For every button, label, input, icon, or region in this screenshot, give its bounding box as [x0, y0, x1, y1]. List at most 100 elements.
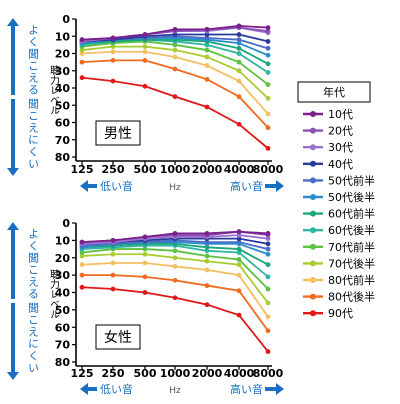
data-point-80代前半 — [236, 78, 242, 84]
x-axis-unit: Hz — [169, 386, 181, 396]
series-line-80代後半 — [82, 274, 269, 332]
x-tick-label: 1000 — [160, 163, 191, 176]
y-tick-label: 50 — [55, 99, 71, 112]
data-point-60代前半 — [265, 61, 271, 67]
data-point-70代前半 — [236, 59, 242, 65]
data-point-90代 — [110, 286, 116, 292]
x-arrow-right-label: 高い音 — [230, 179, 263, 193]
data-point-80代後半 — [265, 125, 271, 131]
panel-title: 女性 — [104, 329, 132, 346]
data-point-80代後半 — [142, 58, 148, 63]
data-point-10代 — [236, 23, 242, 29]
y-tick-label: 30 — [55, 269, 71, 282]
data-point-90代 — [142, 290, 148, 295]
data-point-60代後半 — [265, 274, 271, 280]
legend-swatch-dot — [310, 210, 316, 217]
y-tick-label: 50 — [55, 304, 71, 317]
data-point-80代後半 — [204, 283, 210, 288]
x-axis-unit: Hz — [169, 183, 181, 193]
left-arrow-icon — [80, 180, 88, 192]
data-point-10代 — [172, 231, 178, 236]
data-point-60代前半 — [236, 246, 242, 252]
data-point-10代 — [204, 231, 210, 236]
data-point-90代 — [236, 312, 242, 318]
data-point-10代 — [142, 32, 148, 37]
data-point-70代前半 — [265, 82, 271, 87]
data-point-90代 — [172, 295, 178, 301]
data-point-70代後半 — [110, 44, 116, 49]
legend-swatch-dot — [310, 111, 316, 117]
legend-swatch-dot — [310, 177, 316, 184]
data-point-50代後半 — [265, 52, 271, 58]
x-tick-label: 4000 — [224, 163, 255, 176]
data-point-10代 — [265, 25, 271, 31]
data-point-70代前半 — [236, 257, 242, 262]
data-point-70代前半 — [265, 286, 271, 292]
legend-swatch-dot — [310, 260, 316, 267]
data-point-50代前半 — [236, 239, 242, 245]
data-point-90代 — [110, 78, 116, 84]
y-tick-label: 40 — [55, 287, 71, 300]
x-arrow-right-label: 高い音 — [230, 382, 263, 396]
x-tick-label: 2000 — [192, 367, 223, 380]
legend-swatch-dot — [310, 243, 316, 250]
y-tick-label: 60 — [55, 321, 71, 334]
data-point-80代後半 — [110, 272, 116, 278]
y-tick-label: 30 — [55, 65, 71, 78]
data-point-80代後半 — [172, 277, 178, 283]
data-point-10代 — [79, 239, 85, 245]
legend-swatch-dot — [310, 194, 316, 200]
data-point-60代前半 — [265, 262, 271, 268]
data-point-70代後半 — [142, 251, 148, 257]
data-point-50代前半 — [236, 37, 242, 43]
side-arrow-up-icon — [7, 18, 19, 26]
right-arrow-icon — [276, 383, 284, 395]
data-point-90代 — [265, 145, 271, 151]
data-point-40代 — [172, 32, 178, 37]
legend-swatch-dot — [310, 144, 316, 151]
data-point-70代前半 — [204, 47, 210, 53]
legend-swatch-dot — [310, 277, 316, 283]
data-point-60代後半 — [204, 42, 210, 48]
data-point-50代後半 — [236, 40, 242, 46]
data-point-90代 — [204, 104, 210, 110]
x-tick-label: 250 — [102, 367, 125, 380]
data-point-80代後半 — [265, 328, 271, 334]
legend-item-label: 30代 — [328, 141, 353, 154]
data-point-70代後半 — [110, 251, 116, 257]
data-point-80代前半 — [79, 262, 85, 268]
legend-swatch-dot — [310, 310, 316, 317]
data-point-70代前半 — [172, 248, 178, 254]
legend: 年代 10代 20代 30代 40代 50代前半 50代後半 60代前半 60代後半 70代前半 7… — [297, 81, 375, 320]
data-point-40代 — [236, 32, 242, 37]
data-point-40代 — [265, 39, 271, 44]
data-point-80代前半 — [265, 314, 271, 320]
side-label-bottom: 聞こえにくい — [27, 98, 40, 170]
panel-title-box — [95, 324, 141, 350]
y-tick-label: 80 — [55, 151, 71, 164]
data-point-20代 — [265, 28, 271, 34]
data-point-80代前半 — [204, 63, 210, 68]
legend-item-label: 70代前半 — [328, 240, 375, 254]
x-arrow-left-label: 低い音 — [100, 382, 133, 396]
y-tick-label: 10 — [55, 234, 71, 247]
data-point-30代 — [265, 236, 271, 242]
data-point-10代 — [236, 229, 242, 235]
data-point-70代後半 — [142, 44, 148, 49]
data-point-40代 — [204, 32, 210, 37]
data-point-80代前半 — [265, 111, 271, 117]
data-point-50代前半 — [265, 45, 271, 51]
data-point-70代後半 — [204, 258, 210, 264]
x-tick-label: 8000 — [253, 163, 284, 176]
data-point-70代前半 — [172, 42, 178, 48]
data-point-10代 — [110, 35, 116, 41]
legend-item-label: 40代 — [328, 158, 353, 171]
data-point-90代 — [204, 302, 210, 308]
right-arrow-icon — [276, 180, 284, 192]
side-label-top: よく聞こえる — [27, 228, 40, 300]
legend-swatch-dot — [310, 127, 316, 134]
data-point-10代 — [204, 26, 210, 32]
x-tick-label: 500 — [134, 163, 157, 176]
